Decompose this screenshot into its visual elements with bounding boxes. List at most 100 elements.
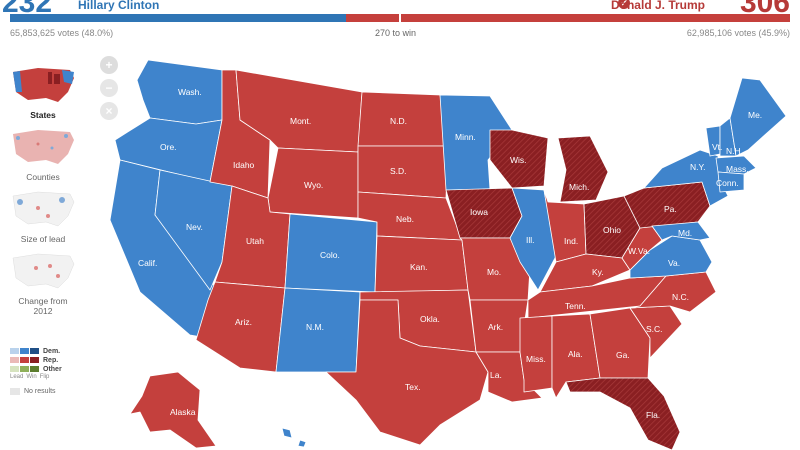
label-colo: Colo. (320, 250, 340, 260)
label-nm: N.M. (306, 322, 324, 332)
view-change-from-2012[interactable]: Change from 2012 (8, 248, 78, 316)
label-nd: N.D. (390, 116, 407, 126)
label-minn: Minn. (455, 132, 476, 142)
map-legend: Dem. Rep. Other Lead Win Flip No results (10, 347, 90, 395)
electoral-bar-rep (346, 14, 790, 22)
legend-other-label: Other (43, 365, 62, 373)
label-mont: Mont. (290, 116, 311, 126)
state-wyo[interactable] (267, 147, 359, 219)
view-label: States (30, 110, 56, 120)
label-wyo: Wyo. (304, 180, 323, 190)
legend-dem-row: Dem. (10, 347, 90, 355)
swatch (30, 366, 39, 372)
label-me: Me. (748, 110, 762, 120)
view-label: Counties (26, 172, 60, 182)
to-win-label: 270 to win (375, 28, 417, 38)
view-label: Change from 2012 (18, 296, 68, 316)
state-ariz[interactable] (195, 281, 286, 373)
state-alaska[interactable] (129, 371, 217, 449)
label-ore: Ore. (160, 142, 177, 152)
zoom-in-button[interactable]: + (100, 56, 118, 74)
legend-other-row: Other (10, 365, 90, 373)
change-thumbnail-icon (12, 253, 75, 289)
legend-flip: Flip (39, 374, 50, 380)
size-of-lead-thumbnail-icon (12, 191, 75, 227)
label-iowa: Iowa (470, 207, 488, 217)
label-wva: W.Va. (628, 246, 650, 256)
state-hawaii[interactable] (281, 427, 307, 448)
electoral-bar (10, 12, 790, 24)
winner-check-icon: ✔ (618, 0, 630, 9)
label-ark: Ark. (488, 322, 503, 332)
label-tenn: Tenn. (565, 301, 586, 311)
state-wis[interactable] (489, 129, 549, 189)
label-wis: Wis. (510, 155, 527, 165)
swatch (30, 348, 39, 354)
view-counties[interactable]: Counties (8, 124, 78, 182)
label-miss: Miss. (526, 354, 546, 364)
zoom-controls: + − × (100, 56, 120, 125)
label-md: Md. (678, 228, 692, 238)
dem-popular-vote: 65,853,625 votes (48.0%) (10, 28, 114, 38)
state-va[interactable] (629, 235, 713, 279)
view-states[interactable]: States (8, 62, 78, 120)
view-switcher: States Counties Size of lead Change from… (8, 62, 86, 320)
rep-popular-vote: 62,985,106 votes (45.9%) (686, 28, 790, 38)
legend-rep-label: Rep. (43, 356, 59, 364)
swatch (10, 348, 19, 354)
label-mass: Mass. (726, 164, 749, 174)
swatch (20, 366, 29, 372)
state-tex[interactable] (325, 299, 489, 446)
label-okla: Okla. (420, 314, 440, 324)
zoom-out-button[interactable]: − (100, 79, 118, 97)
swatch (20, 357, 29, 363)
legend-no-results: No results (10, 388, 90, 395)
state-labels: Wash. Ore. Calif. Nev. Idaho Mont. Wyo. … (138, 87, 762, 420)
rep-electoral-count: 306 (739, 0, 790, 19)
legend-lead: Lead (10, 374, 24, 380)
swatch (10, 366, 19, 372)
label-ohio: Ohio (603, 225, 621, 235)
state-ga[interactable] (589, 307, 651, 379)
view-size-of-lead[interactable]: Size of lead (8, 186, 78, 244)
label-wash: Wash. (178, 87, 202, 97)
legend-footer: Lead Win Flip (10, 374, 90, 380)
label-fla: Fla. (646, 410, 660, 420)
swatch (30, 357, 39, 363)
label-vt: Vt. (712, 142, 722, 152)
rep-candidate-name: Donald J. Trump (610, 0, 705, 12)
label-ala: Ala. (568, 349, 583, 359)
electoral-bar-dem (10, 14, 347, 22)
legend-no-results-label: No results (24, 388, 56, 395)
dem-electoral-count: 232 (2, 0, 53, 19)
label-nev: Nev. (186, 222, 203, 232)
counties-thumbnail-icon (13, 130, 74, 164)
label-mo: Mo. (487, 267, 501, 277)
legend-win: Win (26, 374, 37, 380)
label-ky: Ky. (592, 267, 604, 277)
state-me[interactable] (729, 77, 787, 157)
state-fla[interactable] (565, 377, 681, 450)
label-kan: Kan. (410, 262, 428, 272)
state-mass[interactable] (715, 155, 757, 175)
label-mich: Mich. (569, 182, 589, 192)
state-mich[interactable] (557, 135, 609, 203)
results-header: 232 Hillary Clinton ✔ Donald J. Trump 30… (0, 0, 800, 24)
win-threshold-marker (399, 12, 401, 24)
label-ind: Ind. (564, 236, 578, 246)
states-thumbnail-icon (13, 68, 74, 102)
state-conn[interactable] (717, 171, 745, 193)
swatch (10, 388, 20, 395)
view-label: Size of lead (20, 234, 66, 244)
label-alaska: Alaska (170, 407, 196, 417)
legend-rep-row: Rep. (10, 356, 90, 364)
zoom-reset-button[interactable]: × (100, 102, 118, 120)
label-nc: N.C. (672, 292, 689, 302)
label-conn: Conn. (716, 178, 739, 188)
label-sd: S.D. (390, 166, 407, 176)
state-md[interactable] (651, 221, 711, 241)
label-sc: S.C. (646, 324, 663, 334)
label-ariz: Ariz. (235, 317, 252, 327)
label-neb: Neb. (396, 214, 414, 224)
